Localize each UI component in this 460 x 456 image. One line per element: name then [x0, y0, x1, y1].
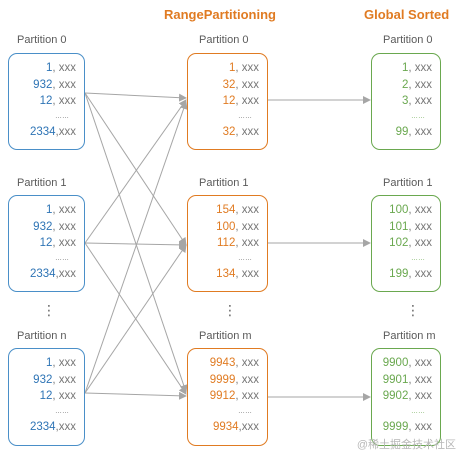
arrow-l1-m0 [84, 99, 187, 244]
left-partition-box: 1, xxx 932, xxx 12, xxx …… 2334,xxx [8, 195, 85, 292]
vertical-ellipsis: ⋮ [223, 302, 237, 318]
right-partition-label: Partition 1 [383, 177, 433, 189]
left-partition-label: Partition 0 [17, 34, 67, 46]
arrow-l0-m0 [84, 92, 187, 102]
vertical-ellipsis: ⋮ [406, 302, 420, 318]
arrow-l0-m1 [84, 92, 187, 246]
middle-partition-box: 1, xxx 32, xxx 12, xxx …… 32, xxx [187, 53, 268, 150]
vertical-ellipsis: ⋮ [42, 302, 56, 318]
right-partition-label: Partition 0 [383, 34, 433, 46]
middle-partition-label: Partition 1 [199, 177, 249, 189]
middle-column-title: RangePartitioning [164, 7, 276, 22]
arrow-l0-m2 [84, 92, 188, 393]
middle-partition-box: 9943, xxx 9999, xxx 9912, xxx …… 9934,xx… [187, 348, 268, 446]
arrow-l2-m0 [84, 101, 188, 394]
middle-partition-label: Partition 0 [199, 34, 249, 46]
arrow-l2-m1 [84, 244, 187, 394]
left-partition-box: 1, xxx 932, xxx 12, xxx …… 2334,xxx [8, 348, 85, 446]
right-partition-box: 1, xxx 2, xxx 3, xxx …… 99, xxx [371, 53, 441, 150]
right-partition-label: Partition m [383, 330, 436, 342]
watermark: @稀土掘金技术社区 [356, 439, 456, 451]
arrow-l2-m2 [84, 391, 187, 400]
left-partition-label: Partition n [17, 330, 67, 342]
left-partition-label: Partition 1 [17, 177, 67, 189]
middle-partition-label: Partition m [199, 330, 252, 342]
left-partition-box: 1, xxx 932, xxx 12, xxx …… 2334,xxx [8, 53, 85, 150]
right-partition-box: 9900, xxx 9901, xxx 9902, xxx …… 9999, x… [371, 348, 441, 446]
middle-partition-box: 154, xxx 100, xxx 112, xxx …… 134, xxx [187, 195, 268, 292]
right-partition-box: 100, xxx 101, xxx 102, xxx …… 199, xxx [371, 195, 441, 292]
right-column-title: Global Sorted [364, 7, 450, 22]
arrow-l1-m1 [84, 240, 187, 249]
